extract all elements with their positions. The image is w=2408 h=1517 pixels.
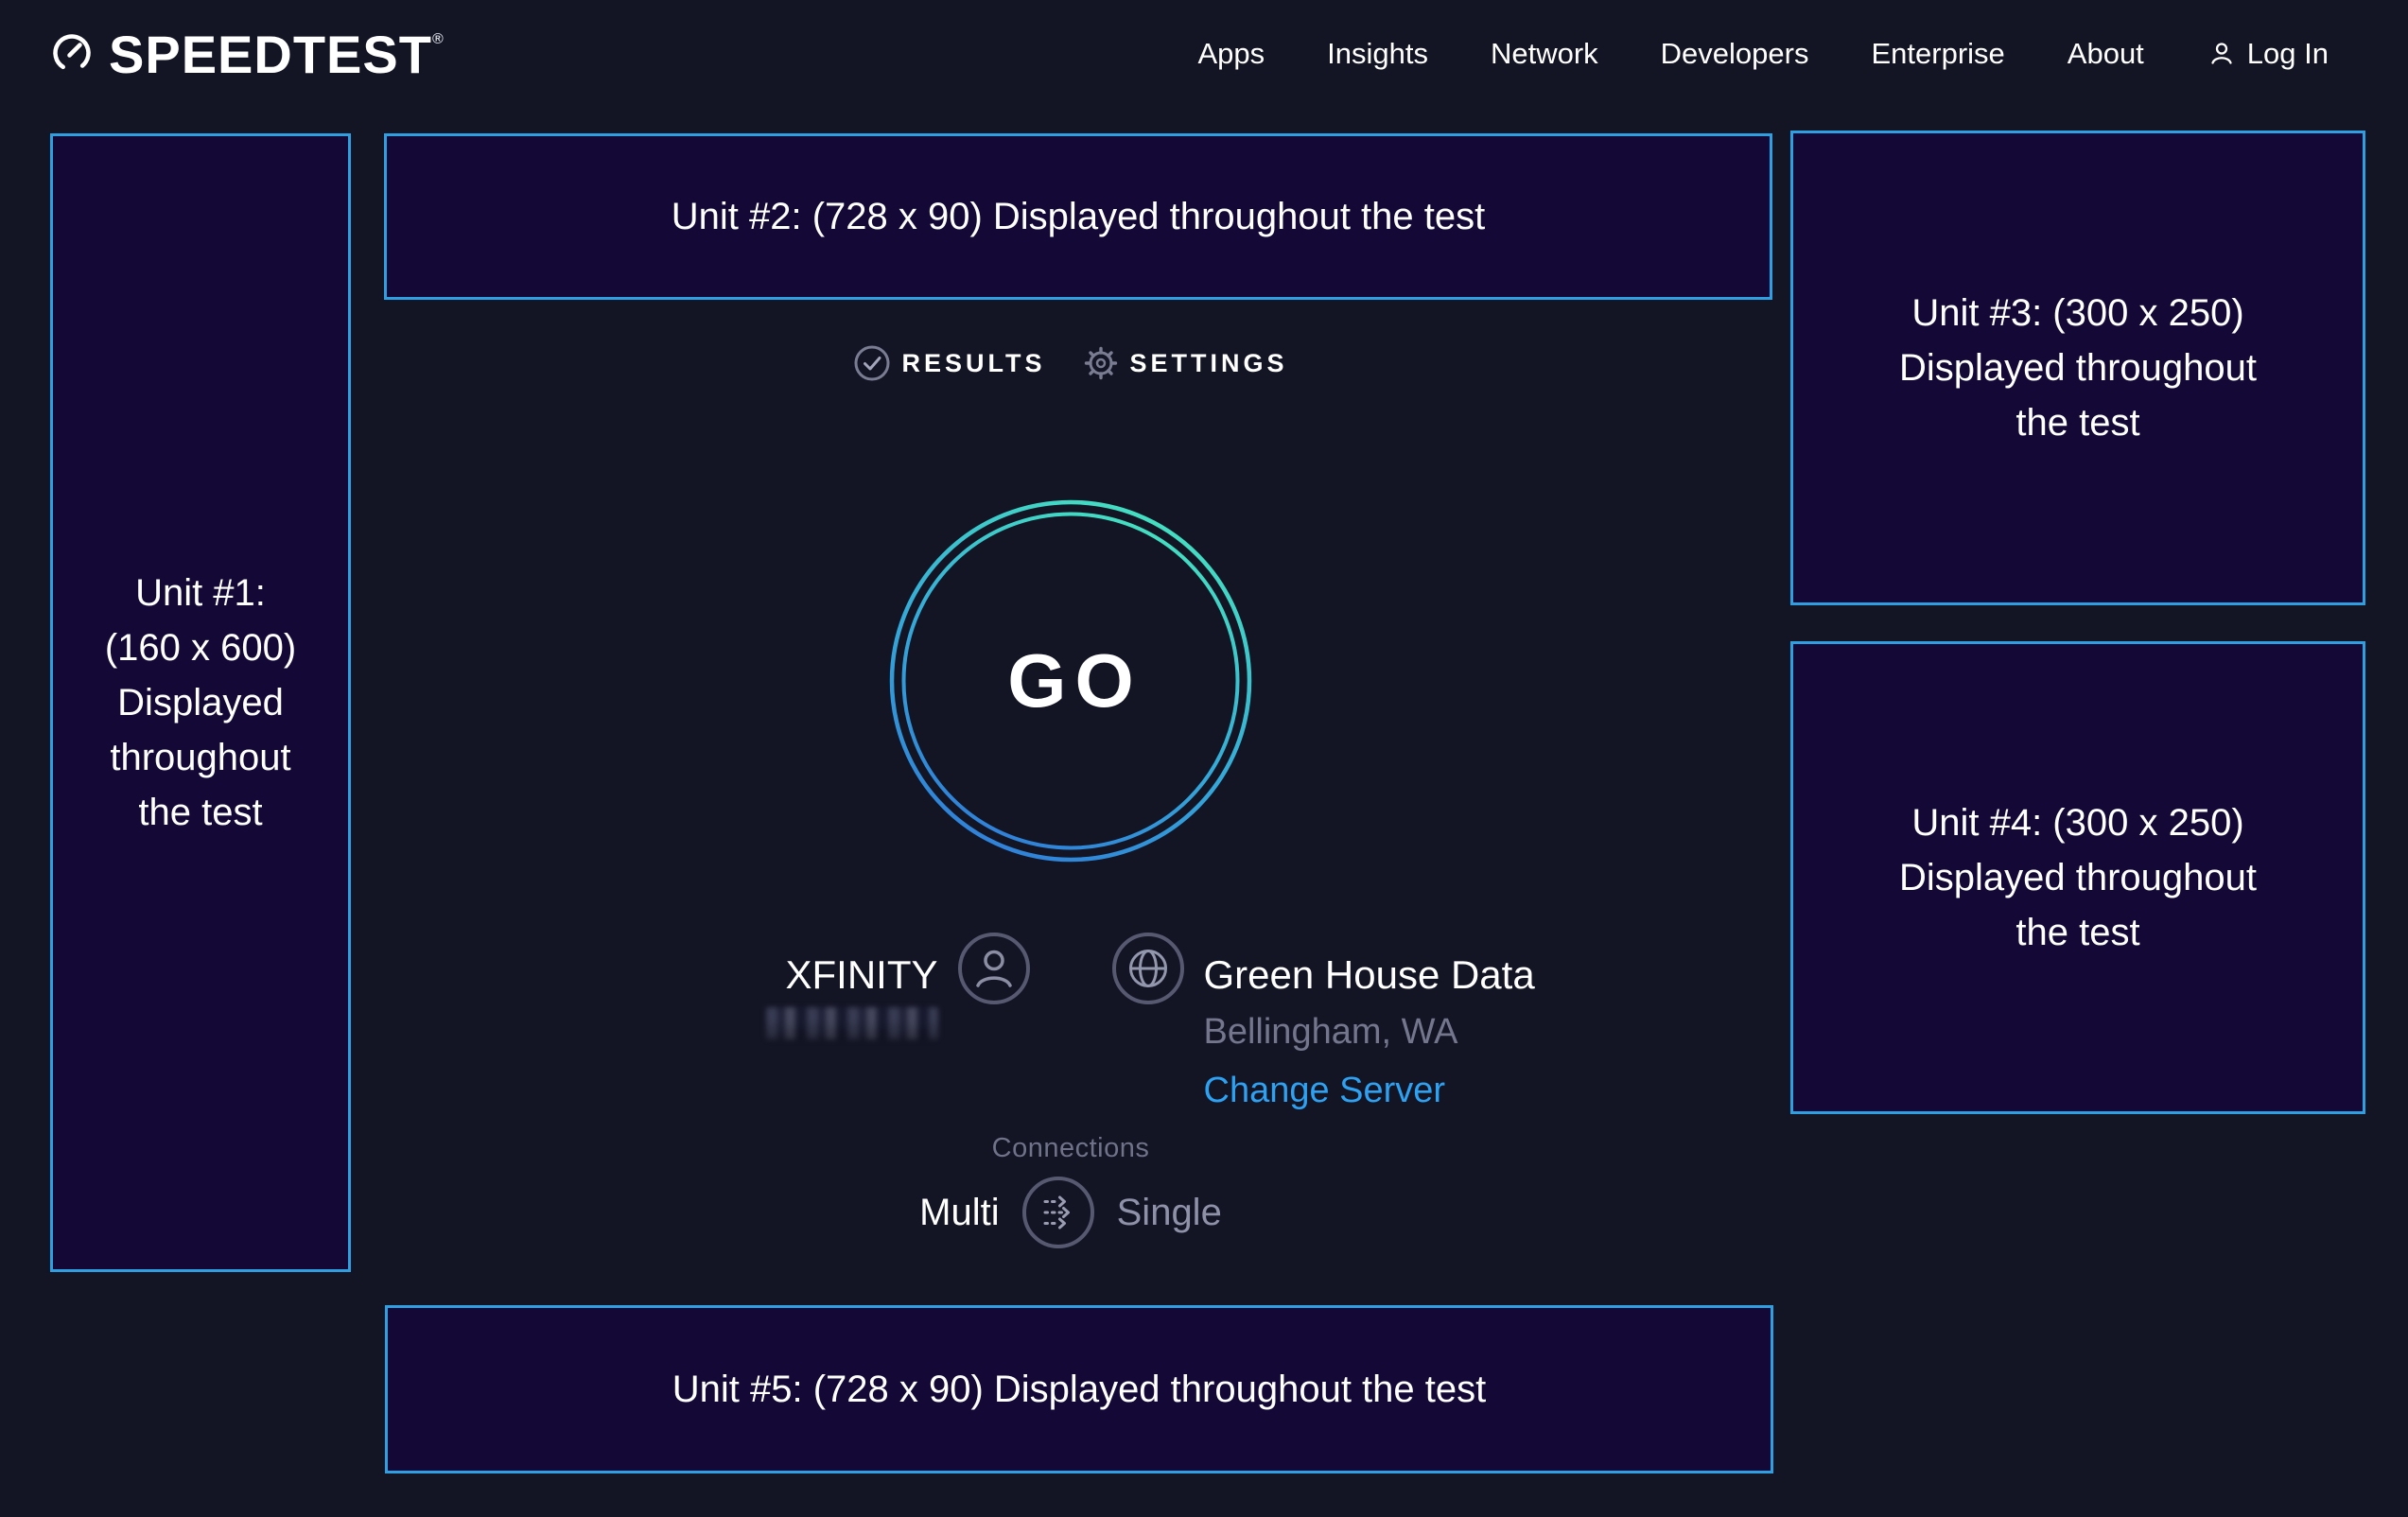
go-button-label: GO (1007, 638, 1143, 723)
ad-unit-3-text: Unit #3: (300 x 250) Displayed throughou… (1898, 292, 2258, 444)
registered-mark: ® (431, 30, 445, 47)
speedtest-gauge-icon (50, 31, 94, 75)
ad-unit-5-leaderboard[interactable]: Unit #5: (728 x 90) Displayed throughout… (385, 1305, 1773, 1473)
host-info-row: XFINITY Green Hous (351, 932, 1790, 1111)
brand-wordmark: SPEEDTEST® (109, 24, 445, 84)
gear-icon (1082, 344, 1120, 382)
ad-unit-5-text: Unit #5: (728 x 90) Displayed throughout… (672, 1369, 1487, 1410)
isp-name: XFINITY (785, 952, 938, 997)
ad-unit-2-text: Unit #2: (728 x 90) Displayed throughout… (671, 196, 1486, 237)
ad-unit-1-skyscraper[interactable]: Unit #1: (160 x 600) Displayed throughou… (50, 133, 351, 1272)
nav-item-about[interactable]: About (2067, 36, 2144, 70)
nav-item-apps[interactable]: Apps (1197, 36, 1265, 70)
connections-multi-label[interactable]: Multi (919, 1191, 1000, 1233)
nav-item-network[interactable]: Network (1490, 36, 1598, 70)
speedtest-main-panel: RESULTS (351, 0, 1790, 1517)
isp-user-circle-icon (957, 932, 1031, 1111)
connections-single-label[interactable]: Single (1116, 1191, 1222, 1233)
connections-label: Connections (991, 1133, 1150, 1163)
tab-settings-label: SETTINGS (1129, 348, 1288, 377)
connections-toggle-icon[interactable] (1021, 1176, 1095, 1249)
user-icon (2207, 39, 2237, 69)
server-location: Bellingham, WA (1203, 1012, 1458, 1052)
tab-results[interactable]: RESULTS (853, 344, 1045, 382)
login-label: Log In (2246, 36, 2329, 70)
tab-results-label: RESULTS (901, 348, 1046, 377)
speedtest-logo[interactable]: SPEEDTEST® (50, 24, 445, 84)
ad-unit-2-leaderboard[interactable]: Unit #2: (728 x 90) Displayed throughout… (384, 133, 1772, 300)
check-circle-icon (853, 344, 891, 382)
ad-unit-4-rectangle[interactable]: Unit #4: (300 x 250) Displayed throughou… (1790, 641, 2365, 1114)
top-nav: SPEEDTEST® Apps Insights Network Develop… (0, 0, 2408, 107)
connections-row: Multi Single (351, 1176, 1790, 1249)
redacted-ip-address (765, 1007, 938, 1039)
tabs-row: RESULTS (351, 339, 1790, 388)
nav-links: Apps Insights Network Developers Enterpr… (1197, 37, 2329, 71)
nav-item-enterprise[interactable]: Enterprise (1871, 36, 2005, 70)
ad-unit-3-rectangle[interactable]: Unit #3: (300 x 250) Displayed throughou… (1790, 131, 2365, 605)
globe-circle-icon (1111, 932, 1185, 1111)
tab-settings[interactable]: SETTINGS (1082, 344, 1288, 382)
ad-unit-4-text: Unit #4: (300 x 250) Displayed throughou… (1898, 802, 2258, 953)
go-button[interactable]: GO (888, 498, 1253, 863)
nav-item-developers[interactable]: Developers (1660, 36, 1809, 70)
nav-item-insights[interactable]: Insights (1327, 36, 1428, 70)
server-name: Green House Data (1203, 952, 1535, 997)
server-block: Green House Data Bellingham, WA Change S… (1068, 932, 1791, 1111)
isp-block: XFINITY (351, 932, 1068, 1111)
change-server-link[interactable]: Change Server (1203, 1071, 1446, 1110)
ad-unit-1-text: Unit #1: (160 x 600) Displayed throughou… (104, 572, 297, 833)
go-ring-graphic (889, 499, 1252, 863)
login-button[interactable]: Log In (2207, 37, 2329, 71)
